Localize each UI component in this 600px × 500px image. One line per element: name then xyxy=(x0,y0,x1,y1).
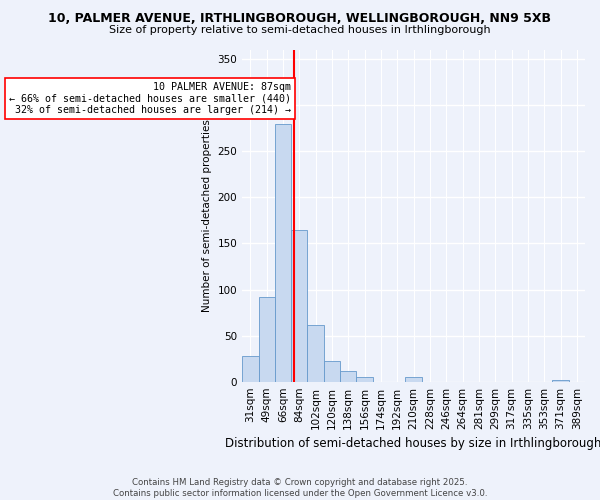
Bar xyxy=(275,124,291,382)
Y-axis label: Number of semi-detached properties: Number of semi-detached properties xyxy=(202,120,212,312)
Text: 10 PALMER AVENUE: 87sqm
← 66% of semi-detached houses are smaller (440)
32% of s: 10 PALMER AVENUE: 87sqm ← 66% of semi-de… xyxy=(10,82,292,116)
Bar xyxy=(553,380,569,382)
Bar xyxy=(406,377,422,382)
Bar xyxy=(291,230,307,382)
Bar xyxy=(307,324,324,382)
Text: Contains HM Land Registry data © Crown copyright and database right 2025.
Contai: Contains HM Land Registry data © Crown c… xyxy=(113,478,487,498)
Bar xyxy=(259,297,275,382)
Bar xyxy=(242,356,259,382)
Bar xyxy=(340,370,356,382)
Text: Size of property relative to semi-detached houses in Irthlingborough: Size of property relative to semi-detach… xyxy=(109,25,491,35)
Bar xyxy=(356,377,373,382)
Text: 10, PALMER AVENUE, IRTHLINGBOROUGH, WELLINGBOROUGH, NN9 5XB: 10, PALMER AVENUE, IRTHLINGBOROUGH, WELL… xyxy=(49,12,551,26)
X-axis label: Distribution of semi-detached houses by size in Irthlingborough: Distribution of semi-detached houses by … xyxy=(226,437,600,450)
Bar xyxy=(324,362,340,382)
